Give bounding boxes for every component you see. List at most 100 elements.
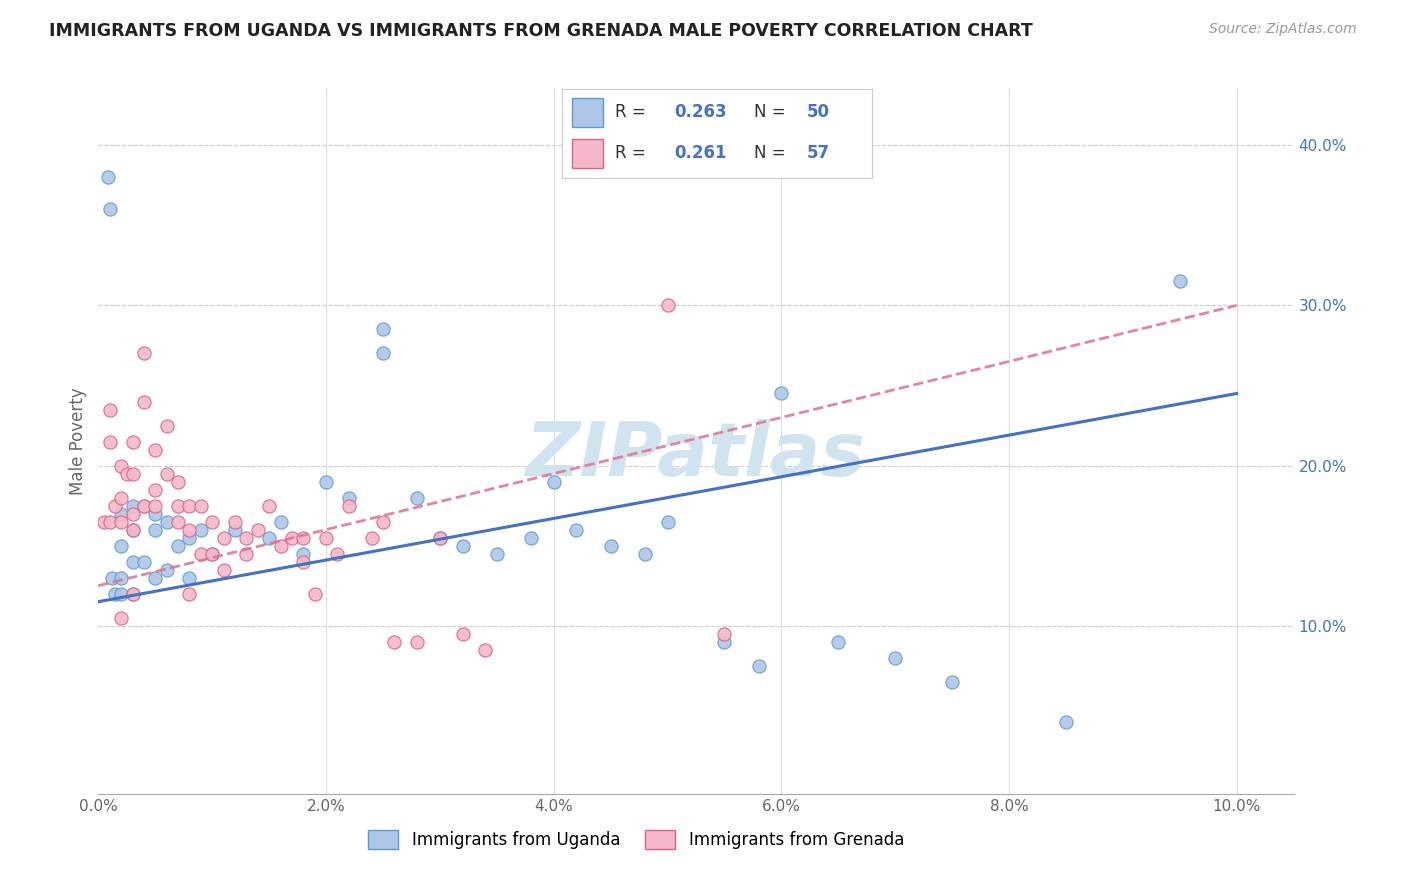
Point [451,539,474,553]
Text: R =: R = [614,145,645,162]
Point [179,523,201,537]
Point [156,515,179,529]
Text: 0.261: 0.261 [673,145,727,162]
Point [201,547,224,561]
Text: 50: 50 [807,103,830,121]
Point [224,523,246,537]
Point [429,531,451,545]
Point [143,442,166,457]
Point [713,626,735,640]
Point [190,523,212,537]
Text: 57: 57 [807,145,830,162]
Point [167,539,190,553]
Point [304,587,326,601]
Point [121,523,143,537]
Text: Source: ZipAtlas.com: Source: ZipAtlas.com [1209,22,1357,37]
Point [281,531,304,545]
Point [565,523,588,537]
Point [143,507,166,521]
Point [190,499,212,513]
Point [371,322,394,336]
Y-axis label: Male Poverty: Male Poverty [69,388,87,495]
Point [179,531,201,545]
Point [406,634,429,648]
Point [121,523,143,537]
Point [143,571,166,585]
Point [115,467,138,481]
Point [132,499,155,513]
Point [246,523,269,537]
Point [634,547,657,561]
Point [143,499,166,513]
Point [132,346,155,360]
Point [110,515,132,529]
Point [167,475,190,489]
Text: IMMIGRANTS FROM UGANDA VS IMMIGRANTS FROM GRENADA MALE POVERTY CORRELATION CHART: IMMIGRANTS FROM UGANDA VS IMMIGRANTS FRO… [49,22,1033,40]
Point [713,634,735,648]
Point [485,547,508,561]
Point [201,515,224,529]
Point [93,515,115,529]
Point [110,491,132,505]
Point [406,491,429,505]
Point [224,515,246,529]
Point [941,674,963,689]
Point [156,467,179,481]
Point [337,491,360,505]
Point [121,507,143,521]
Point [104,499,127,513]
Point [121,467,143,481]
Point [599,539,621,553]
Point [121,555,143,569]
Point [110,539,132,553]
Point [326,547,349,561]
Point [167,499,190,513]
Point [1168,274,1191,288]
Text: N =: N = [754,103,786,121]
Point [132,555,155,569]
Point [337,499,360,513]
Point [657,298,679,312]
Point [98,402,121,417]
Point [235,547,257,561]
Point [96,170,118,185]
Text: ZIPatlas: ZIPatlas [526,419,866,492]
Point [98,202,121,217]
Point [884,650,907,665]
Point [270,515,292,529]
Legend: Immigrants from Uganda, Immigrants from Grenada: Immigrants from Uganda, Immigrants from … [361,823,911,856]
Point [270,539,292,553]
Text: R =: R = [614,103,645,121]
Point [520,531,543,545]
Point [360,531,382,545]
Point [212,531,235,545]
Point [1054,714,1077,729]
Point [201,547,224,561]
Point [143,483,166,497]
Point [827,634,849,648]
Point [98,515,121,529]
Point [179,571,201,585]
Point [212,563,235,577]
Point [292,555,315,569]
Point [315,475,337,489]
Point [748,658,770,673]
Point [543,475,565,489]
Point [474,642,496,657]
Point [292,547,315,561]
Point [179,499,201,513]
Point [371,346,394,360]
Point [382,634,405,648]
Text: 0.263: 0.263 [673,103,727,121]
Point [156,418,179,433]
Point [143,523,166,537]
Point [121,499,143,513]
Point [98,434,121,449]
Point [121,587,143,601]
Point [657,515,679,529]
FancyBboxPatch shape [572,139,603,168]
Point [110,571,132,585]
Point [429,531,451,545]
Point [371,515,394,529]
FancyBboxPatch shape [572,98,603,127]
